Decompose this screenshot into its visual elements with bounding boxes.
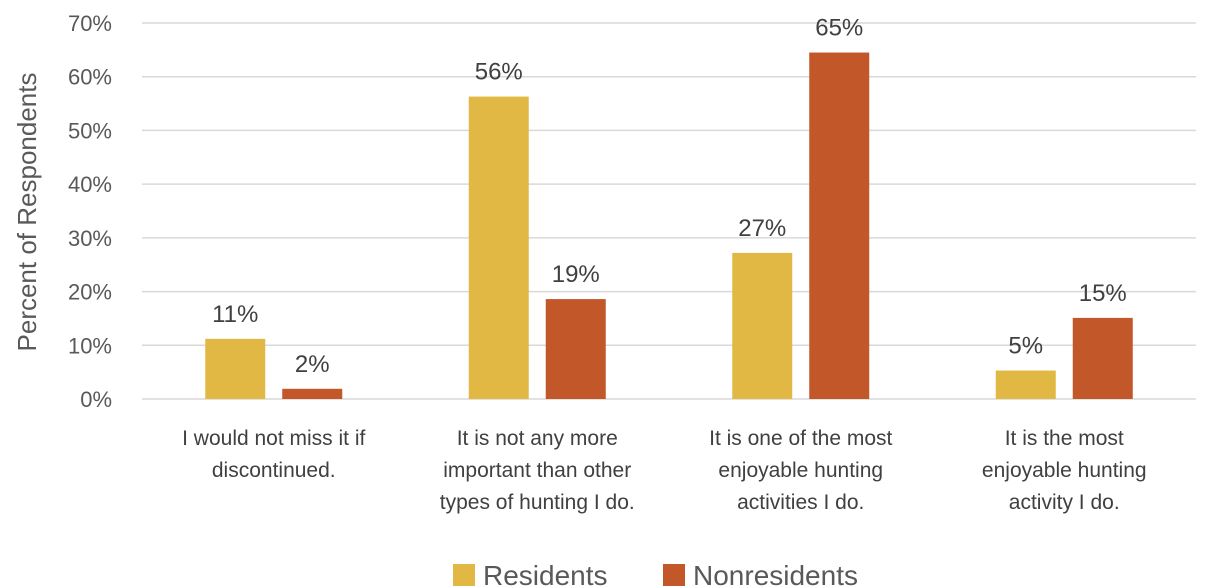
legend-swatch-nonresidents: [663, 564, 685, 586]
category-label: It is one of the most enjoyable hunting ac…: [709, 427, 892, 514]
bars: [205, 52, 1133, 400]
y-tick-label: 70%: [68, 11, 112, 36]
category-label-line: important than other: [443, 459, 631, 482]
legend-swatch-residents: [453, 564, 475, 586]
data-labels: 11% 2% 56% 19% 27% 65% 5% 15%: [212, 15, 1127, 378]
bar-residents: [205, 338, 266, 399]
category-label: It is not any more important than other ty…: [440, 427, 635, 514]
category-label-line: I would not miss it if: [182, 427, 365, 450]
legend-label-nonresidents: Nonresidents: [693, 560, 858, 588]
y-tick-label: 60%: [68, 65, 112, 90]
category-label-line: activity I do.: [1009, 491, 1120, 514]
category-label: It is the most enjoyable hunting activity …: [982, 427, 1147, 514]
y-tick-label: 50%: [68, 118, 112, 143]
y-axis-ticks: 0% 10% 20% 30% 40% 50% 60% 70%: [68, 11, 112, 412]
y-tick-label: 40%: [68, 172, 112, 197]
bar-residents: [995, 370, 1056, 399]
category-label-line: enjoyable hunting: [718, 459, 883, 482]
category-label-line: types of hunting I do.: [440, 491, 635, 514]
category-label-line: enjoyable hunting: [982, 459, 1147, 482]
y-tick-label: 0%: [80, 387, 112, 412]
bar-residents: [732, 252, 793, 399]
y-tick-label: 30%: [68, 226, 112, 251]
category-label: I would not miss it if discontinued.: [182, 427, 365, 482]
category-label-line: It is not any more: [457, 427, 618, 450]
bar-residents: [468, 96, 529, 400]
y-axis-label: Percent of Respondents: [12, 73, 42, 352]
y-tick-label: 20%: [68, 280, 112, 305]
data-label: 2%: [295, 351, 330, 378]
data-label: 11%: [212, 301, 258, 328]
bar-nonresidents: [1072, 317, 1133, 399]
category-label-line: discontinued.: [212, 459, 336, 482]
data-label: 27%: [738, 215, 786, 242]
legend-label-residents: Residents: [483, 560, 608, 588]
category-label-line: It is one of the most: [709, 427, 892, 450]
data-label: 5%: [1008, 333, 1043, 360]
category-labels: I would not miss it if discontinued. It is…: [182, 427, 1146, 514]
gridlines: [142, 22, 1196, 400]
bar-nonresidents: [282, 388, 343, 399]
category-label-line: It is the most: [1005, 427, 1124, 450]
data-label: 19%: [552, 261, 600, 288]
bar-nonresidents: [545, 299, 606, 399]
y-tick-label: 10%: [68, 333, 112, 358]
legend: Residents Nonresidents: [453, 560, 858, 588]
data-label: 56%: [475, 59, 523, 86]
bar-nonresidents: [809, 52, 870, 400]
category-label-line: activities I do.: [737, 491, 864, 514]
data-label: 65%: [815, 15, 863, 42]
data-label: 15%: [1079, 280, 1127, 307]
